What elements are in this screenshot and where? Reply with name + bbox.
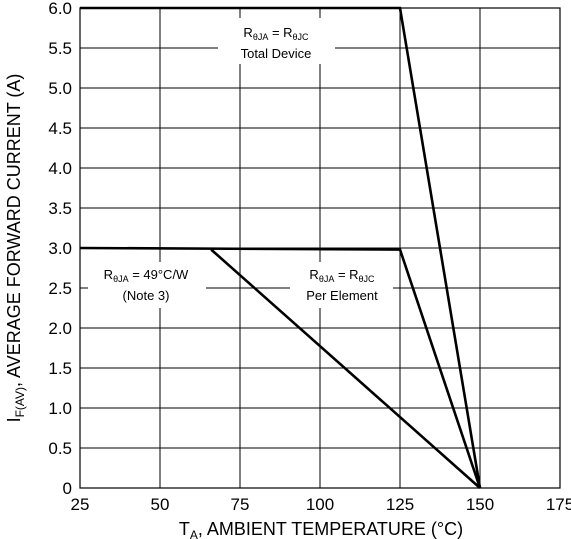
y-tick-label-5: 2.5 xyxy=(48,279,72,298)
annotation-per-element-line2: Per Element xyxy=(306,288,378,303)
series-group xyxy=(79,6,482,489)
annotation-total-device-bg xyxy=(218,18,335,64)
annotation-note3-bg xyxy=(88,262,206,308)
x-axis-title-sub: A xyxy=(190,528,198,539)
ann1-r2-sub: θJC xyxy=(293,32,310,42)
series-line-2 xyxy=(210,248,481,489)
y-tick-label-6: 3.0 xyxy=(48,239,72,258)
y-tick-label-4: 2.0 xyxy=(48,319,72,338)
ann2-r-sub: θJA xyxy=(113,274,129,284)
x-tick-label-0: 25 xyxy=(71,495,90,514)
annotation-per-element-line1: RθJA = RθJC xyxy=(309,267,375,284)
series-line-1 xyxy=(79,246,482,489)
ann3-r2-sub: θJC xyxy=(359,274,376,284)
y-tick-label-12: 6.0 xyxy=(48,0,72,18)
ann1-eq: = R xyxy=(268,25,292,40)
y-tick-label-8: 4.0 xyxy=(48,159,72,178)
x-tick-label-4: 125 xyxy=(386,495,414,514)
x-tick-label-3: 100 xyxy=(306,495,334,514)
x-tick-label-6: 175 xyxy=(546,495,571,514)
annotation-note3-line2: (Note 3) xyxy=(123,288,170,303)
x-tick-label-5: 150 xyxy=(466,495,494,514)
y-axis-title-sub: F(AV) xyxy=(13,387,27,417)
annotation-note3-line1: RθJA = 49°C/W xyxy=(104,267,189,284)
ann3-r1-sub: θJA xyxy=(319,274,335,284)
y-tick-label-0: 0 xyxy=(63,479,72,498)
x-axis-title-main: T xyxy=(179,519,190,539)
y-tick-label-10: 5.0 xyxy=(48,79,72,98)
y-axis-title-rest: , AVERAGE FORWARD CURRENT (A) xyxy=(4,74,24,387)
x-tick-label-2: 75 xyxy=(231,495,250,514)
y-tick-label-1: 0.5 xyxy=(48,439,72,458)
y-tick-label-7: 3.5 xyxy=(48,199,72,218)
x-axis-title-rest: , AMBIENT TEMPERATURE (°C) xyxy=(198,519,463,539)
y-tick-label-9: 4.5 xyxy=(48,119,72,138)
annotation-total-device-line2: Total Device xyxy=(241,46,312,61)
series-line-0 xyxy=(80,6,482,489)
ann2-r: R xyxy=(104,267,113,282)
ann3-eq: = R xyxy=(334,267,358,282)
x-axis-title: TA, AMBIENT TEMPERATURE (°C) xyxy=(179,519,463,539)
ann2-val: = 49°C/W xyxy=(129,267,189,282)
ann3-r1: R xyxy=(309,267,318,282)
annotation-total-device-line1: RθJA = RθJC xyxy=(243,25,309,42)
ann1-r1: R xyxy=(243,25,252,40)
y-axis-title-main: I xyxy=(4,417,24,422)
y-axis-title: IF(AV), AVERAGE FORWARD CURRENT (A) xyxy=(4,74,27,423)
y-tick-label-11: 5.5 xyxy=(48,39,72,58)
y-tick-label-2: 1.0 xyxy=(48,399,72,418)
x-tick-label-1: 50 xyxy=(151,495,170,514)
tick-labels: 25 50 75 100 125 150 175 0 0.5 1.0 1.5 2.0 2.5 3.0 3.5… xyxy=(48,0,571,514)
ann1-r1-sub: θJA xyxy=(253,32,269,42)
y-tick-label-3: 1.5 xyxy=(48,359,72,378)
annotation-per-element-bg xyxy=(290,262,393,308)
